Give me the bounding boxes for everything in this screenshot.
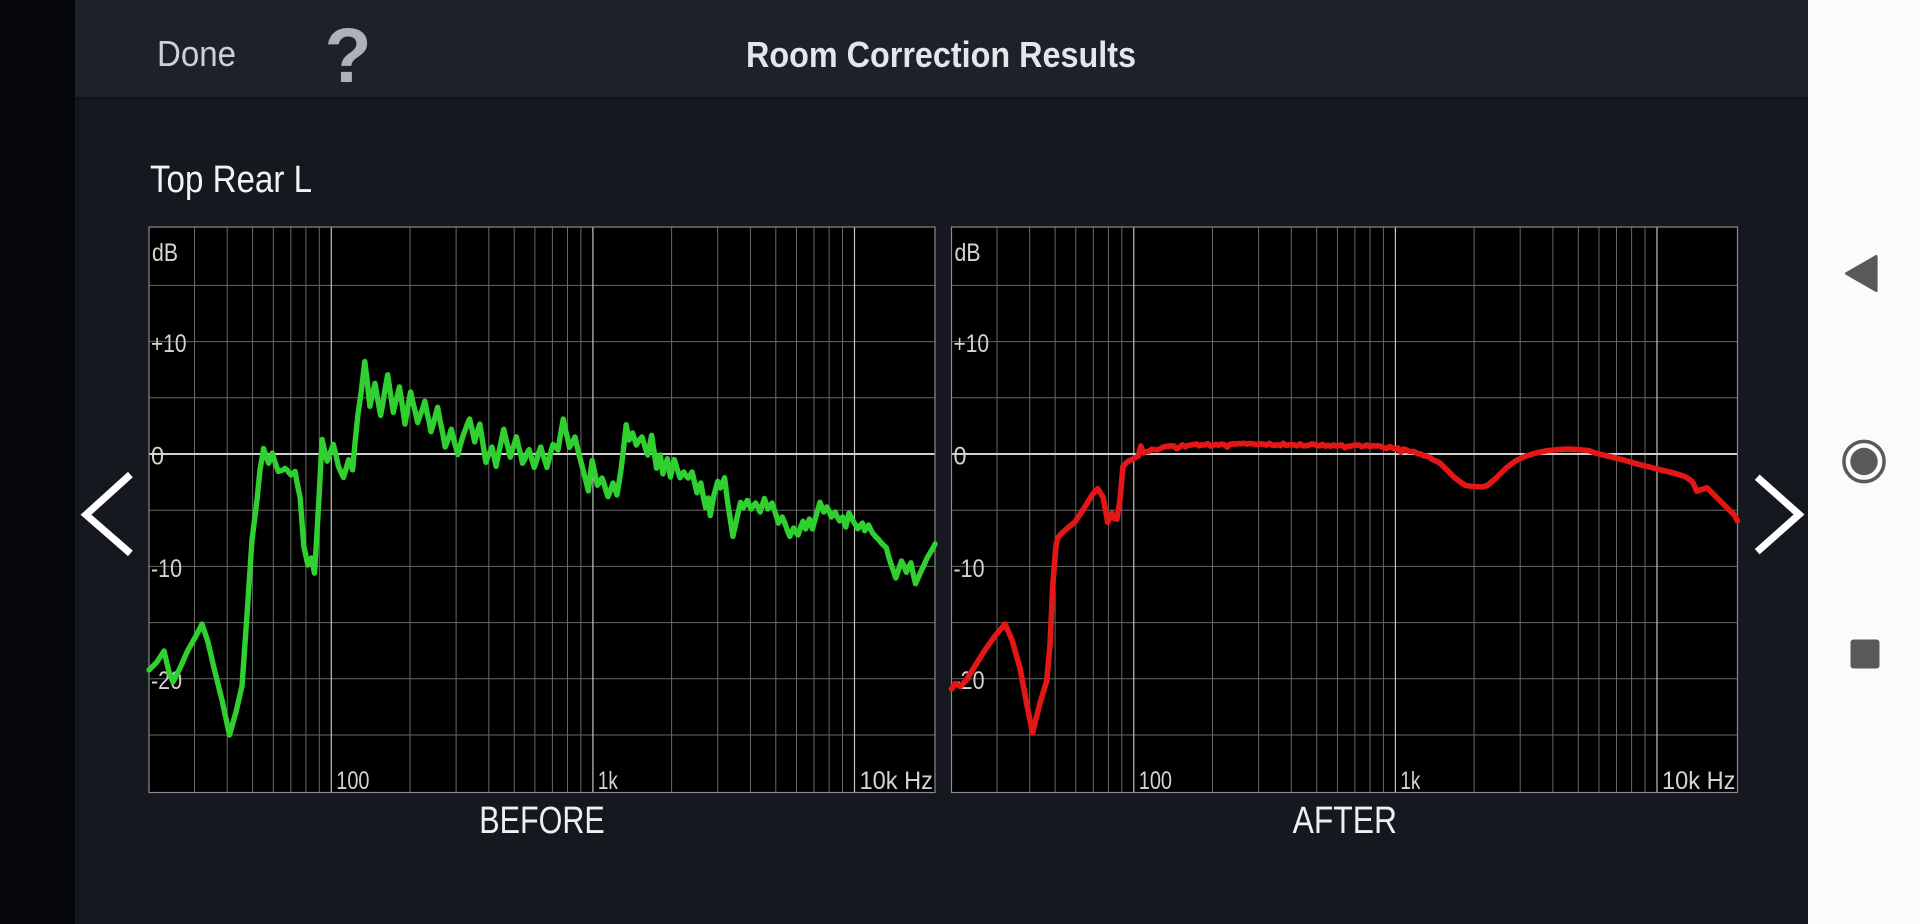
svg-text:+10: +10: [954, 330, 990, 358]
svg-text:1k: 1k: [1400, 767, 1420, 795]
svg-text:100: 100: [336, 767, 369, 795]
svg-text:?: ?: [324, 13, 371, 99]
svg-text:-10: -10: [151, 555, 182, 583]
svg-text:10k Hz: 10k Hz: [860, 767, 933, 795]
svg-text:BEFORE: BEFORE: [479, 800, 605, 842]
svg-text:1k: 1k: [598, 767, 618, 795]
svg-text:0: 0: [954, 442, 967, 470]
svg-text:-10: -10: [954, 555, 985, 583]
svg-text:100: 100: [1139, 767, 1172, 795]
svg-text:+10: +10: [151, 330, 187, 358]
svg-text:0: 0: [151, 442, 164, 470]
svg-text:AFTER: AFTER: [1293, 800, 1397, 842]
svg-text:10k Hz: 10k Hz: [1662, 767, 1735, 795]
svg-text:dB: dB: [955, 239, 981, 267]
svg-text:Top Rear L: Top Rear L: [150, 159, 312, 201]
svg-text:Done: Done: [157, 33, 236, 74]
svg-text:Room Correction Results: Room Correction Results: [746, 34, 1136, 75]
svg-text:dB: dB: [152, 239, 178, 267]
